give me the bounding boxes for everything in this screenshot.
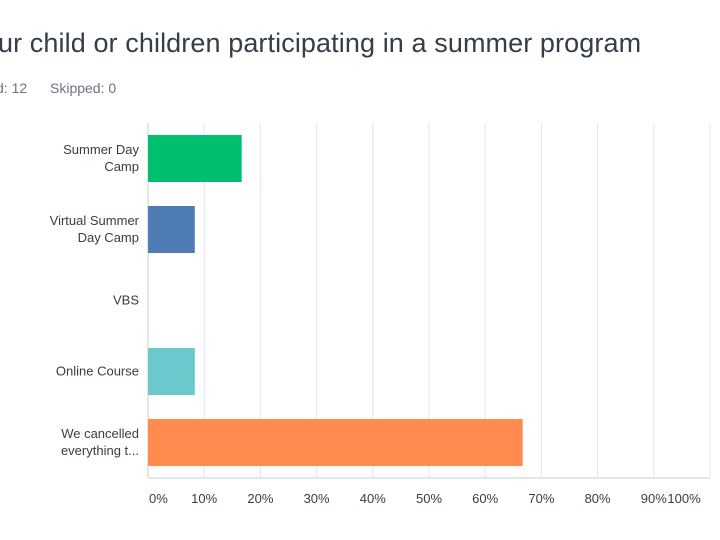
category-label: We cancelled everything t... (61, 426, 139, 458)
category-label: VBS (113, 293, 139, 308)
x-tick-label: 70% (528, 491, 554, 506)
x-tick-label: 60% (472, 491, 498, 506)
category-label: Online Course (56, 364, 139, 379)
x-tick-label: 80% (585, 491, 611, 506)
bar (148, 419, 523, 466)
x-tick-label: 50% (416, 491, 442, 506)
x-tick-label: 10% (191, 491, 217, 506)
x-tick-label: 30% (304, 491, 330, 506)
x-tick-label: 20% (247, 491, 273, 506)
answered-count: d: 12 (0, 80, 28, 96)
question-title: ur child or children participating in a … (0, 28, 642, 58)
x-tick-label: 40% (360, 491, 386, 506)
bar (148, 206, 195, 253)
x-tick-label: 90% (641, 491, 667, 506)
category-label: Virtual Summer Day Camp (50, 213, 140, 245)
bar (148, 135, 242, 182)
category-label: Summer Day Camp (63, 142, 139, 174)
skipped-count: Skipped: 0 (50, 80, 117, 96)
x-tick-label: 100% (667, 491, 701, 506)
bar (148, 348, 195, 395)
x-tick-label: 0% (149, 491, 168, 506)
